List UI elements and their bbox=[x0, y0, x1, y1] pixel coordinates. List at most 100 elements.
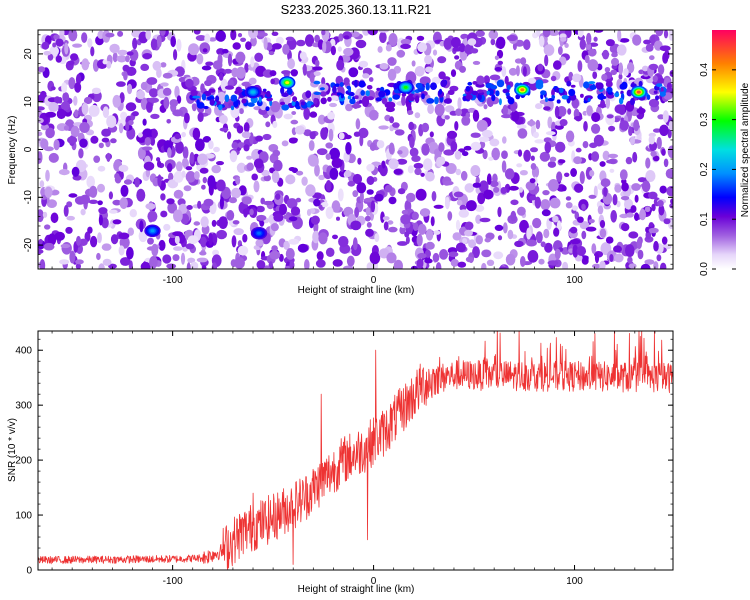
spectrogram-cell bbox=[490, 84, 498, 90]
spectrogram-cell bbox=[358, 127, 369, 139]
spectrogram-cell bbox=[248, 77, 257, 85]
spectrogram-cell bbox=[202, 136, 211, 143]
spectrogram-cell bbox=[493, 251, 504, 260]
spectrogram-cell bbox=[199, 167, 209, 174]
spectrogram-cell bbox=[655, 95, 659, 101]
spectrogram-cell bbox=[470, 132, 481, 138]
spectrogram-cell bbox=[502, 88, 510, 94]
spectrogram-cell bbox=[181, 170, 186, 178]
spectrogram-cell bbox=[131, 111, 139, 117]
spectrogram-cell bbox=[496, 36, 506, 49]
spectrogram-cell bbox=[148, 97, 160, 103]
spectrogram-cell bbox=[285, 174, 296, 185]
spectrogram-cell bbox=[380, 211, 385, 223]
spectrogram-cell bbox=[501, 66, 507, 77]
spectrogram-cell bbox=[600, 178, 611, 188]
spectrogram-cell bbox=[146, 101, 153, 113]
spectrogram-cell bbox=[262, 133, 272, 141]
spectrogram-cell bbox=[621, 223, 630, 232]
spectrogram-cell bbox=[616, 200, 621, 208]
spectrogram-cell bbox=[520, 57, 527, 65]
spectrogram-cell bbox=[345, 103, 353, 112]
x-tick-label: -100 bbox=[163, 576, 183, 587]
spectrogram-cell bbox=[301, 176, 308, 186]
spectrogram-cell bbox=[170, 36, 176, 48]
spectrogram-cell bbox=[118, 164, 129, 172]
spectrogram-cell bbox=[174, 133, 181, 140]
spectrogram-cell bbox=[483, 189, 494, 200]
spectrogram-cell bbox=[75, 263, 81, 269]
spectrogram-cell bbox=[320, 127, 328, 140]
spectrogram-cell bbox=[288, 238, 300, 245]
spectrogram-cell bbox=[454, 121, 459, 131]
spectrogram-cell bbox=[481, 249, 492, 258]
spectrogram-cell bbox=[279, 101, 286, 106]
spectrogram-cell bbox=[97, 183, 105, 193]
spectrogram-cell bbox=[388, 97, 393, 102]
spectrogram-cell bbox=[591, 243, 597, 255]
spectrogram-cell bbox=[660, 262, 667, 269]
spectrogram-cell bbox=[253, 158, 264, 169]
spectrogram-cell bbox=[313, 80, 321, 85]
spectrogram-cell bbox=[645, 170, 656, 182]
spectrogram-cell bbox=[625, 156, 633, 165]
spectrogram-cell bbox=[254, 52, 264, 62]
spectrogram-cell bbox=[108, 209, 118, 214]
spectrogram-cell bbox=[497, 206, 502, 218]
spectrogram-cell bbox=[536, 30, 541, 37]
spectrogram-cell bbox=[224, 85, 235, 90]
spectrogram-cell bbox=[535, 103, 543, 110]
spectrogram-cell bbox=[369, 109, 379, 121]
spectrogram-cell bbox=[322, 40, 327, 53]
spectrogram-cell bbox=[593, 36, 598, 42]
spectrogram-cell bbox=[216, 161, 224, 166]
spectrogram-cell bbox=[41, 194, 48, 200]
spectrogram-cell bbox=[110, 138, 117, 144]
spectrogram-cell bbox=[648, 63, 659, 71]
spectrogram-cell bbox=[444, 105, 455, 113]
spectrogram-cell bbox=[230, 94, 238, 102]
spectrogram-cell bbox=[336, 59, 345, 71]
spectrogram-cell bbox=[417, 42, 428, 53]
spectrogram-cell bbox=[558, 159, 566, 164]
y-tick-label: 200 bbox=[15, 456, 32, 467]
spectrogram-cell bbox=[450, 69, 457, 77]
spectrogram-cell bbox=[98, 263, 105, 269]
spectrogram-cell bbox=[346, 85, 351, 90]
spectrogram-cell bbox=[117, 49, 128, 56]
spectrogram-cell bbox=[314, 34, 320, 43]
spectrogram-cell bbox=[537, 63, 544, 72]
spectrogram-cell bbox=[75, 73, 82, 85]
spectrogram-cell bbox=[273, 213, 284, 222]
spectrogram-cell bbox=[70, 125, 80, 138]
spectrogram-cell bbox=[356, 182, 367, 194]
spectrogram-cell bbox=[656, 254, 662, 262]
spectrogram-cell bbox=[621, 81, 628, 90]
spectrogram-cell bbox=[666, 186, 673, 197]
spectrogram-cell bbox=[106, 115, 117, 128]
spectrogram-cell bbox=[666, 82, 672, 90]
spectrogram-cell bbox=[46, 199, 58, 209]
spectrogram-cell bbox=[193, 30, 201, 35]
spectrogram-cell bbox=[547, 116, 553, 129]
spectrogram-cell bbox=[231, 235, 237, 248]
spectrogram-cell bbox=[352, 237, 358, 251]
spectrogram-cell bbox=[67, 136, 78, 144]
snr-x-label: Height of straight line (km) bbox=[298, 584, 415, 595]
spectrogram-cell bbox=[612, 194, 618, 206]
spectrogram-cell bbox=[236, 125, 244, 134]
spectrogram-cell bbox=[331, 157, 343, 169]
spectrogram-cell bbox=[160, 62, 167, 68]
spectrogram-cell bbox=[360, 90, 366, 96]
spectrogram-cell bbox=[201, 65, 212, 71]
spectrogram-cell bbox=[538, 35, 545, 47]
colorbar: 0.0 0.1 0.2 0.3 0.4 Normalized spectral ampl… bbox=[699, 30, 750, 276]
spectrogram-cell bbox=[483, 104, 488, 110]
spectrogram-cell bbox=[434, 96, 439, 105]
spectrogram-cell bbox=[192, 127, 201, 141]
spectrogram-cell bbox=[573, 116, 583, 121]
spectrogram-cell bbox=[599, 260, 606, 269]
spectrogram-cell bbox=[472, 182, 482, 188]
spectrogram-cell bbox=[117, 30, 124, 37]
spectrogram-cell bbox=[515, 94, 521, 100]
